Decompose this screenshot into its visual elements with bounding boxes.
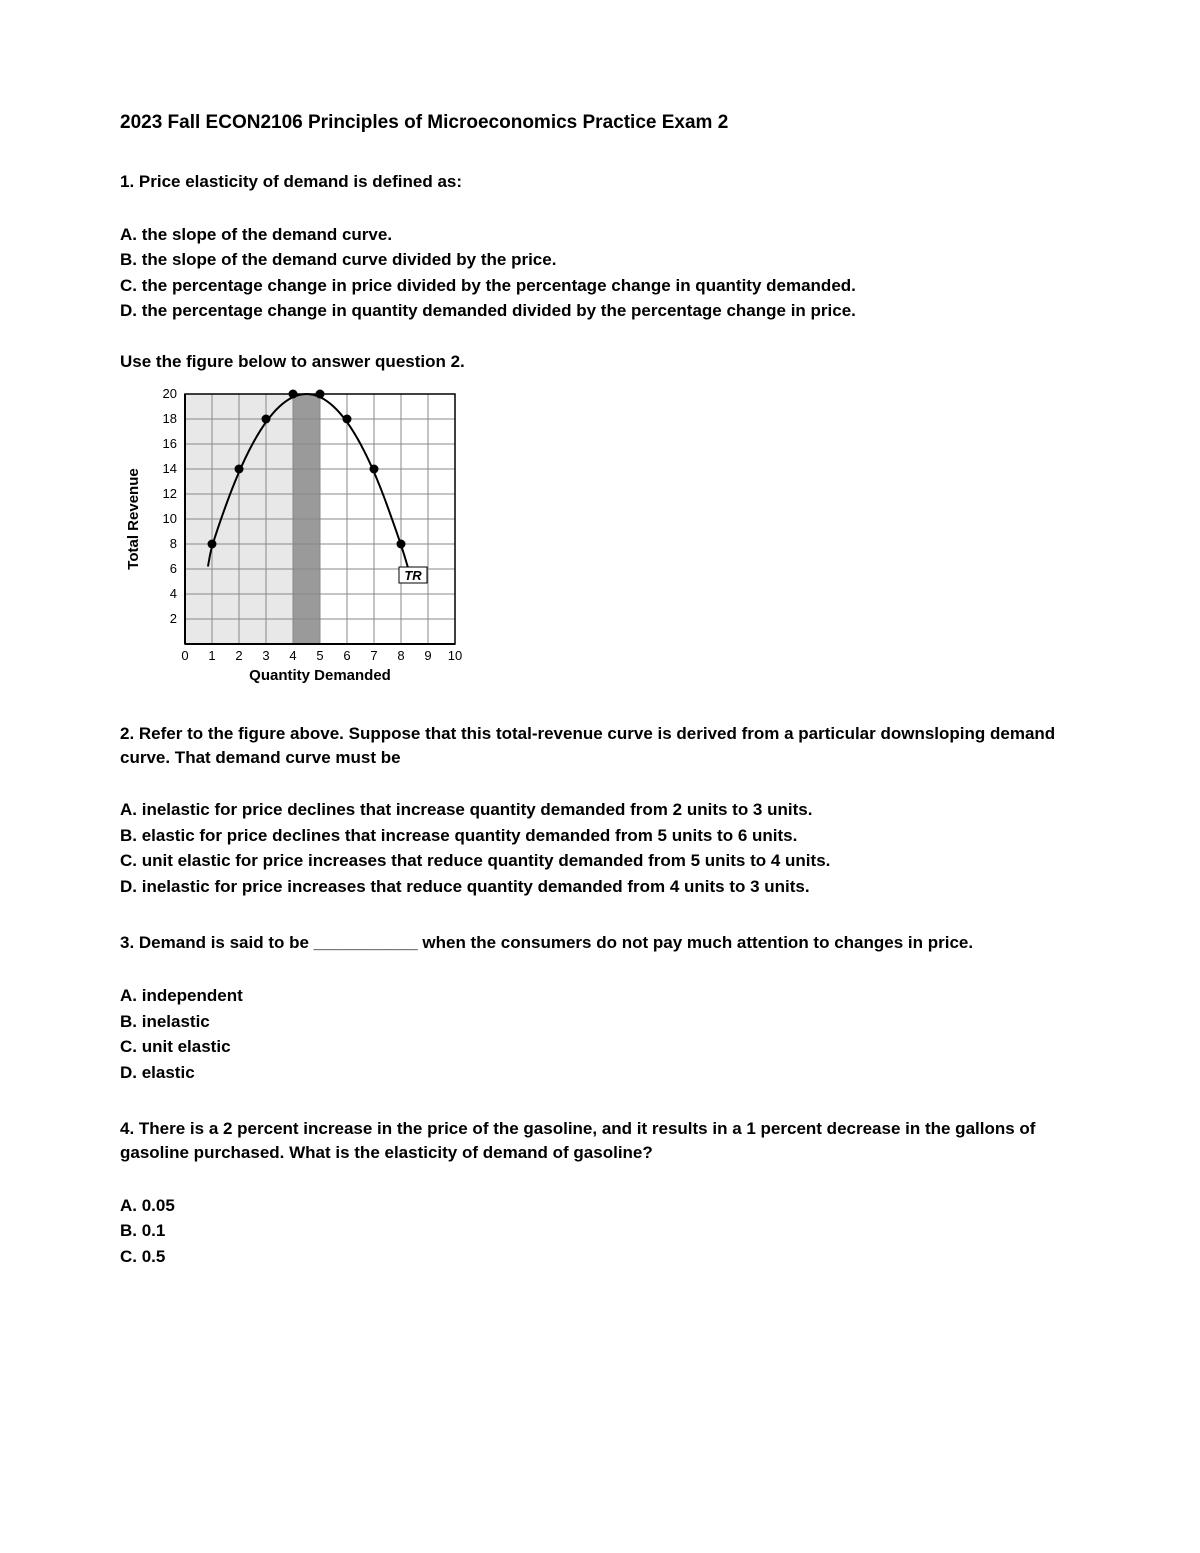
svg-text:4: 4 bbox=[289, 648, 296, 663]
chart-svg: 0123456789102468101214161820Quantity Dem… bbox=[120, 382, 480, 692]
exam-page: 2023 Fall ECON2106 Principles of Microec… bbox=[0, 0, 1200, 1269]
svg-text:14: 14 bbox=[163, 461, 177, 476]
figure-instruction: Use the figure below to answer question … bbox=[120, 352, 1085, 372]
svg-text:7: 7 bbox=[370, 648, 377, 663]
q3-option-b: B. inelastic bbox=[120, 1009, 1085, 1035]
q1-option-c: C. the percentage change in price divide… bbox=[120, 273, 1085, 299]
q2-option-c: C. unit elastic for price increases that… bbox=[120, 848, 1085, 874]
svg-text:1: 1 bbox=[208, 648, 215, 663]
q1-option-d: D. the percentage change in quantity dem… bbox=[120, 298, 1085, 324]
svg-text:3: 3 bbox=[262, 648, 269, 663]
svg-text:20: 20 bbox=[163, 386, 177, 401]
svg-text:2: 2 bbox=[235, 648, 242, 663]
svg-text:Quantity Demanded: Quantity Demanded bbox=[249, 667, 391, 684]
svg-text:6: 6 bbox=[343, 648, 350, 663]
svg-text:Total Revenue: Total Revenue bbox=[125, 468, 142, 569]
q3-option-c: C. unit elastic bbox=[120, 1034, 1085, 1060]
q4-option-a: A. 0.05 bbox=[120, 1193, 1085, 1219]
q4-options: A. 0.05 B. 0.1 C. 0.5 bbox=[120, 1193, 1085, 1270]
q1-prompt: 1. Price elasticity of demand is defined… bbox=[120, 170, 1085, 194]
svg-text:10: 10 bbox=[448, 648, 462, 663]
svg-text:10: 10 bbox=[163, 511, 177, 526]
revenue-chart: 0123456789102468101214161820Quantity Dem… bbox=[120, 382, 1085, 692]
q1-options: A. the slope of the demand curve. B. the… bbox=[120, 222, 1085, 324]
svg-text:18: 18 bbox=[163, 411, 177, 426]
q3-option-a: A. independent bbox=[120, 983, 1085, 1009]
q3-prompt: 3. Demand is said to be ___________ when… bbox=[120, 931, 1085, 955]
q2-options: A. inelastic for price declines that inc… bbox=[120, 797, 1085, 899]
svg-text:12: 12 bbox=[163, 486, 177, 501]
svg-text:5: 5 bbox=[316, 648, 323, 663]
page-title: 2023 Fall ECON2106 Principles of Microec… bbox=[120, 112, 1085, 134]
svg-text:2: 2 bbox=[170, 611, 177, 626]
svg-text:0: 0 bbox=[181, 648, 188, 663]
q3-option-d: D. elastic bbox=[120, 1060, 1085, 1086]
q2-option-d: D. inelastic for price increases that re… bbox=[120, 874, 1085, 900]
q2-option-a: A. inelastic for price declines that inc… bbox=[120, 797, 1085, 823]
svg-text:6: 6 bbox=[170, 561, 177, 576]
q1-option-b: B. the slope of the demand curve divided… bbox=[120, 247, 1085, 273]
q2-prompt: 2. Refer to the figure above. Suppose th… bbox=[120, 722, 1085, 770]
q4-option-c: C. 0.5 bbox=[120, 1244, 1085, 1270]
svg-text:9: 9 bbox=[424, 648, 431, 663]
svg-text:4: 4 bbox=[170, 586, 177, 601]
svg-text:16: 16 bbox=[163, 436, 177, 451]
svg-text:8: 8 bbox=[397, 648, 404, 663]
q4-prompt: 4. There is a 2 percent increase in the … bbox=[120, 1117, 1085, 1165]
svg-text:8: 8 bbox=[170, 536, 177, 551]
q4-option-b: B. 0.1 bbox=[120, 1218, 1085, 1244]
q2-option-b: B. elastic for price declines that incre… bbox=[120, 823, 1085, 849]
q3-options: A. independent B. inelastic C. unit elas… bbox=[120, 983, 1085, 1085]
svg-text:TR: TR bbox=[404, 568, 422, 583]
q1-option-a: A. the slope of the demand curve. bbox=[120, 222, 1085, 248]
